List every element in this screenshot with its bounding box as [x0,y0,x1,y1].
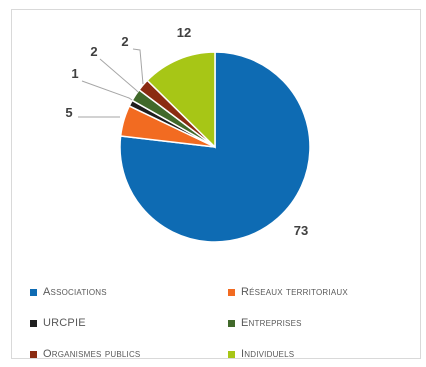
data-label: 2 [90,44,97,59]
chart-frame: 73 5 1 2 2 12 Associations Réseaux territoriau… [11,9,421,360]
legend-swatch [30,319,37,327]
data-label: 12 [177,25,191,40]
legend-item: Entreprises [228,317,302,329]
legend-item: Individuels [228,348,294,360]
legend-label: Individuels [241,348,295,360]
legend-label: Organismes publics [43,348,141,360]
legend-swatch [228,319,235,327]
legend-label: Entreprises [241,317,302,329]
pie-slice-individuels [146,51,216,149]
pie-slices [119,51,311,243]
legend-swatch [30,288,37,296]
legend-label: Réseaux territoriaux [241,286,348,298]
legend-swatch [228,350,235,358]
leader-line [99,58,139,93]
data-label: 1 [71,66,78,81]
data-label: 5 [65,105,72,120]
data-label: 73 [294,223,308,238]
legend-label: URCPIE [43,317,86,329]
leader-lines [78,48,144,118]
legend-item: Organismes publics [30,348,140,360]
leader-line [132,48,144,85]
leader-line [81,80,133,101]
legend-swatch [30,350,37,358]
legend-swatch [228,288,235,296]
legend-item: Réseaux territoriaux [228,286,348,298]
data-label: 2 [121,34,128,49]
legend-label: Associations [43,286,107,298]
legend-item: Associations [30,286,107,298]
legend-item: URCPIE [30,317,86,329]
